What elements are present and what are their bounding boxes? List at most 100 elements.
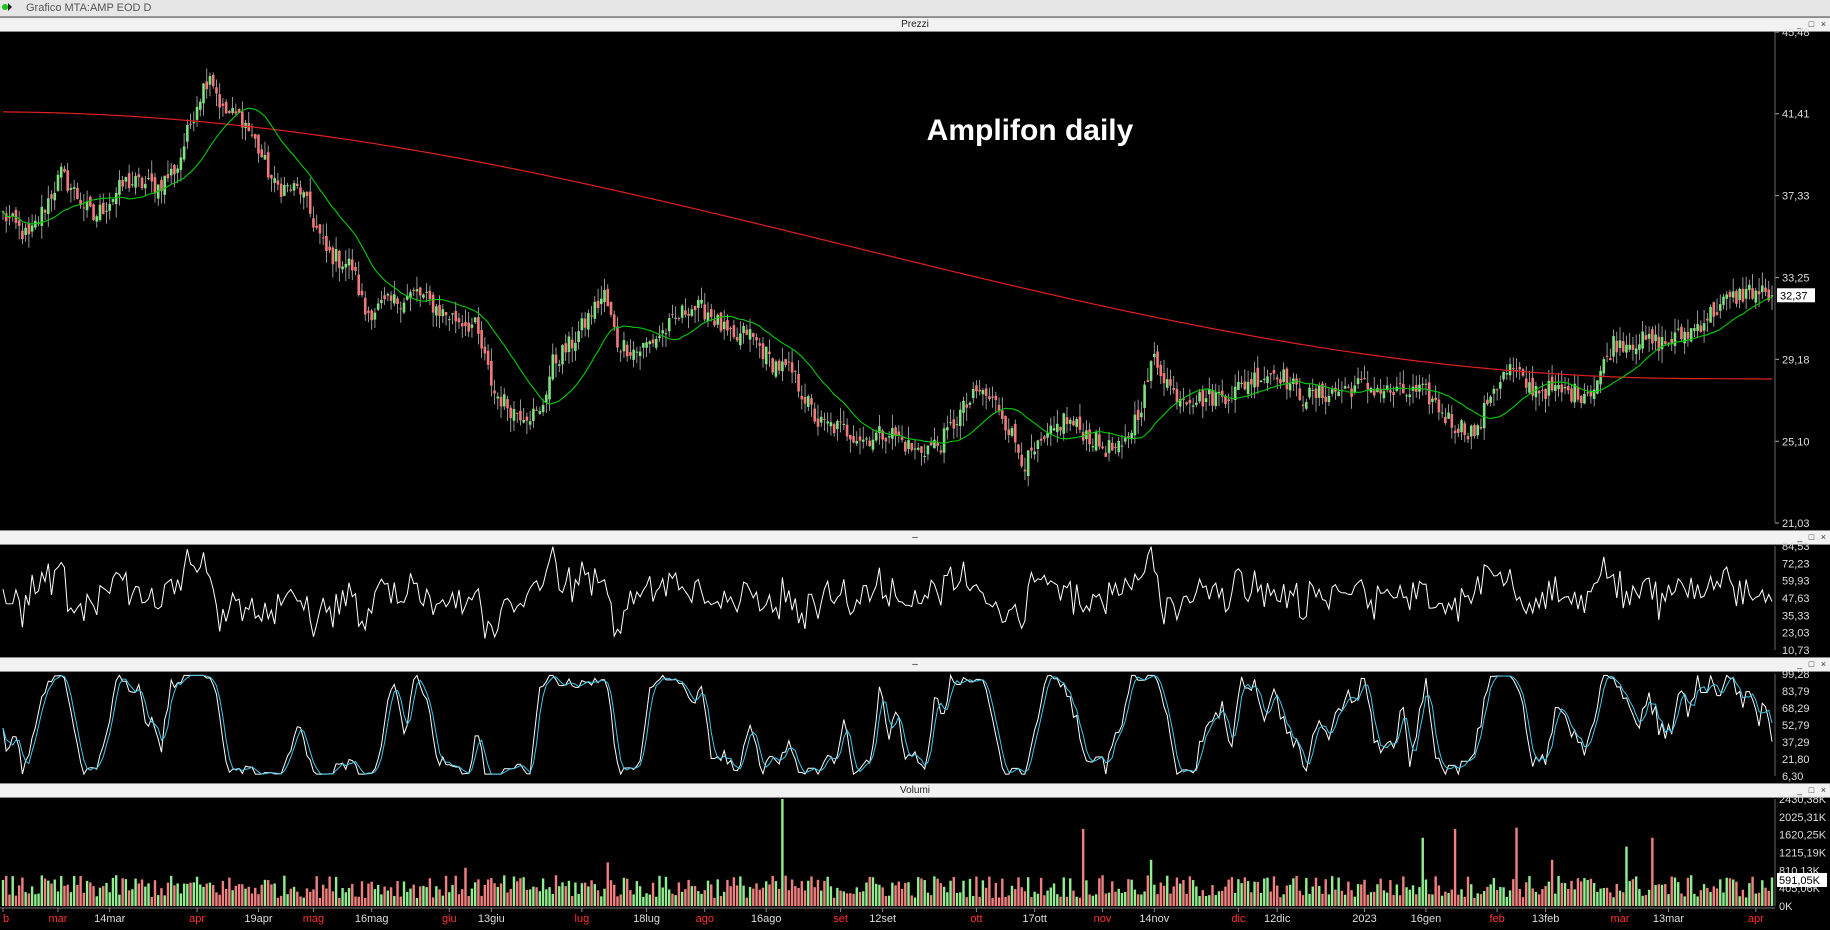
candle-body [1744,288,1748,299]
volume-bar [195,876,199,906]
candle-body [1618,340,1622,349]
candle-body [1754,290,1758,303]
candle-body [386,293,390,296]
candle-body [645,342,648,348]
candle-body [648,341,652,345]
volume-bar [839,890,842,906]
candle-body [1718,304,1722,311]
volume-bar [331,891,335,906]
volume-bar [89,882,92,906]
candle-body [677,318,681,320]
volume-bar [988,876,991,906]
candle-body [89,196,92,207]
volume-bar [224,888,228,906]
candle-body [1683,331,1686,344]
candle-body [661,330,665,334]
candle-body [1195,402,1198,405]
volume-bar [1340,890,1344,906]
candle-body [797,374,800,392]
candle-body [1499,382,1502,389]
candle-body [1159,364,1163,376]
volume-bar [551,893,554,906]
candle-body [24,227,27,236]
x-tick-label: nov [1094,913,1112,925]
volume-bar [1499,886,1502,906]
volume-bar [1421,837,1424,906]
candle-body [806,396,810,407]
volume-bar [587,886,590,906]
volume-bar [1311,886,1314,906]
volume-bar [1208,895,1211,906]
candle-body [1078,416,1082,430]
candle-body [1026,450,1030,476]
candle-body [1107,440,1111,454]
volume-bar [1233,892,1237,906]
candle-body [1379,388,1382,394]
candle-body [1010,428,1014,436]
candle-body [1356,378,1360,385]
volume-bar [706,880,710,906]
volume-panel-buttons[interactable]: _ □ × [1797,785,1828,795]
candle-body [1301,404,1305,406]
candle-body [30,225,34,232]
volume-bar [613,884,616,906]
volume-bar [1347,881,1350,906]
volume-bar [570,895,574,906]
candle-body [1495,389,1499,391]
candle-body [1560,384,1564,393]
volume-bar [761,887,765,906]
volume-bar [299,896,302,906]
candle-body [1693,328,1696,331]
volume-bar [1292,878,1295,906]
x-tick-label: mag [303,913,324,925]
candle-body [997,404,1001,412]
candle-body [1030,447,1033,451]
candle-body [1049,425,1053,434]
volume-bar [470,888,474,906]
price-panel-buttons[interactable]: _ □ × [1797,19,1828,29]
volume-bar [192,882,196,906]
volume-bar [1466,876,1470,906]
candle-body [913,448,917,450]
price-y-tick-label: 21,03 [1782,518,1810,530]
candle-body [1411,386,1415,391]
volume-bar [1052,883,1056,906]
volume-bar [1224,886,1227,906]
candle-body [454,311,458,322]
candle-body [1486,399,1489,405]
candle-body [415,289,419,292]
osc2-panel-buttons[interactable]: _ □ × [1797,659,1828,669]
candle-body [1405,395,1408,397]
osc1-panel-buttons[interactable]: _ □ × [1797,532,1828,542]
osc1-y-tick-label: 47,63 [1782,593,1810,605]
volume-bar [1056,894,1059,906]
candle-body [179,157,183,170]
volume-bar [169,875,173,906]
volume-bar [580,883,584,906]
candle-body [1233,386,1237,401]
volume-bar [1269,891,1272,906]
candle-body [1418,384,1421,392]
volume-bar [208,882,212,906]
volume-bar [1482,890,1486,906]
candle-body [457,318,461,323]
candle-body [1447,412,1450,419]
x-tick-label: lug [575,913,590,925]
candle-body [920,446,923,453]
candle-body [477,317,480,334]
volume-bar [438,889,441,906]
osc1-y-tick-label: 10,73 [1782,645,1810,657]
candle-body [357,274,361,295]
candle-body [1146,380,1150,382]
candle-body [784,359,787,366]
volume-bar [182,883,186,906]
volume-bar [638,886,642,906]
candle-body [1081,432,1085,441]
volume-bar [561,882,564,906]
volume-bar [1091,895,1095,906]
volume-bar [765,881,768,906]
volume-bar [111,877,115,906]
candle-body [1114,447,1117,449]
candle-body [325,236,328,252]
volume-bar [803,890,807,906]
